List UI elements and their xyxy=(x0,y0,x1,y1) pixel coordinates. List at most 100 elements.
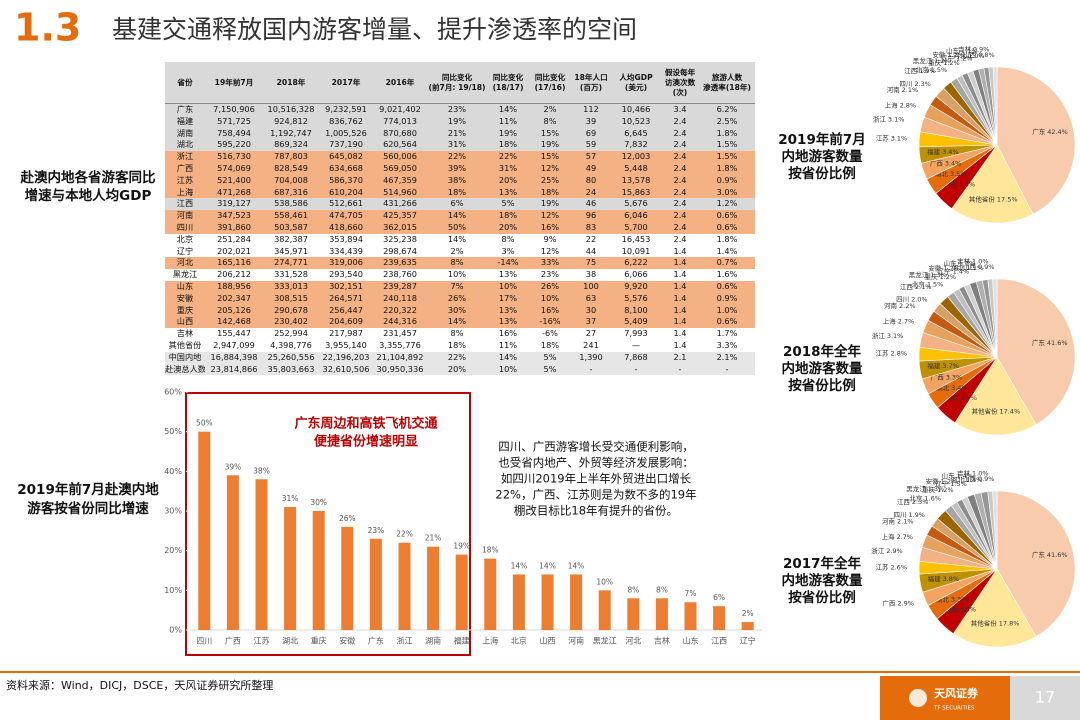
table-cell: 69 xyxy=(571,127,611,140)
slice-label: 江苏 2.8% xyxy=(876,349,908,358)
slice-category: 四川 xyxy=(899,80,912,88)
table-cell: 0.6% xyxy=(699,316,755,329)
bar xyxy=(398,542,411,630)
slice-value: 3.3% xyxy=(951,595,968,603)
table-row: 黑龙江 206,212 331,528 293,540 238,760 10% 13% 23%… xyxy=(165,269,755,281)
slice-label: 河南 2.2% xyxy=(884,301,916,310)
slice-label: 浙江 3.1% xyxy=(873,115,905,124)
table-cell: 12% xyxy=(529,210,571,222)
table-cell: 2.5% xyxy=(699,115,755,128)
bar xyxy=(512,574,525,630)
x-tick-label: 江西 xyxy=(711,637,727,646)
table-cell: 2.4 xyxy=(661,221,699,234)
bar xyxy=(427,546,440,630)
slice-category: 湖南 xyxy=(944,180,958,189)
chart-title: 2017年全年 xyxy=(783,555,862,572)
table-cell: 30% xyxy=(427,304,487,317)
y-tick-label: 30% xyxy=(164,507,182,516)
table-cell: 7,993 xyxy=(624,328,648,339)
table-row: 辽宁 202,021 345,971 334,439 298,674 2% 3% 12% 44 1… xyxy=(165,246,755,258)
slice-value: 1.5% xyxy=(927,281,944,289)
slice-value: 0.9% xyxy=(978,263,995,271)
table-cell: 2% xyxy=(529,103,571,116)
table-cell: 2.1 xyxy=(661,351,699,364)
table-cell: 8% xyxy=(427,257,487,270)
table-cell: 10,523 xyxy=(611,115,661,128)
slice-label: 上海 2.7% xyxy=(883,317,915,326)
header-cell: 2018年 xyxy=(263,62,319,104)
slice-category: 广东 xyxy=(1032,338,1046,347)
table-cell: 4,398,776 xyxy=(270,339,312,350)
table-cell: 1.8% xyxy=(699,127,755,140)
header-text: (17/16) xyxy=(534,82,566,92)
slice-label: 吉林 1.0% xyxy=(957,256,989,265)
header-text: (18/17) xyxy=(492,82,524,92)
slice-value: 1.6% xyxy=(924,495,941,503)
slice-category: 福建 xyxy=(928,574,942,583)
pie-slice xyxy=(992,66,998,146)
slice-category: 江苏 xyxy=(876,133,890,142)
value-label: 39% xyxy=(225,462,242,471)
slice-category: 河南 xyxy=(887,85,901,94)
table-row: 河北 165,116 274,771 319,006 239,635 8% -14% 33% 7… xyxy=(165,257,755,270)
header-text: 2017年 xyxy=(331,77,361,87)
table-cell: 2.1% xyxy=(699,351,755,364)
table-cell: 704,008 xyxy=(263,174,319,187)
header-text: 人均GDP xyxy=(619,72,653,82)
table-cell: 828,549 xyxy=(263,162,319,175)
table-cell: 21% xyxy=(427,127,487,140)
x-tick-label: 河北 xyxy=(625,636,641,646)
table-cell: 244,316 xyxy=(373,316,427,329)
slice-category: 浙江 xyxy=(872,331,886,340)
slice-value: 2.0% xyxy=(911,296,928,304)
table-cell: 吉林 xyxy=(176,328,194,339)
slice-label: 山东 1.3% xyxy=(944,259,976,268)
slice-category: 山东 xyxy=(942,471,956,480)
table-cell: 870,680 xyxy=(373,127,427,140)
slice-label: 安徽 1.2% xyxy=(928,263,960,272)
slice-category: 湖北 xyxy=(936,383,950,392)
logo-icon xyxy=(909,689,927,707)
slice-value: 1.2% xyxy=(947,51,964,59)
table-cell: 6% xyxy=(427,198,487,211)
table-cell: 8,100 xyxy=(611,304,661,317)
slice-category: 辽宁 xyxy=(935,479,949,488)
slice-label: 河南 2.1% xyxy=(887,85,919,94)
bar xyxy=(484,558,497,630)
slice-label: 安徽 1.2% xyxy=(932,50,964,59)
table-cell: 山东 xyxy=(165,280,205,293)
table-row: 山西 142,468 230,402 204,609 244,316 14% 13% -16%… xyxy=(165,316,755,329)
slice-label: 吉林 0.9% xyxy=(958,44,990,53)
table-cell: -16% xyxy=(529,316,571,329)
table-cell: 202,347 xyxy=(205,292,263,305)
table-cell: 59 xyxy=(571,139,611,152)
table-cell: - xyxy=(661,363,699,376)
value-label: 6% xyxy=(713,593,725,602)
table-cell: 44 xyxy=(585,245,597,256)
chart-title: 按省份比例 xyxy=(788,165,856,182)
chart-title: 按省份比例 xyxy=(788,589,856,606)
table-cell: 1.4 xyxy=(661,316,699,329)
table-cell: 18% xyxy=(487,210,529,222)
table-cell: 12,003 xyxy=(611,151,661,163)
slice-category: 四川 xyxy=(893,511,906,519)
slice-category: 广西 xyxy=(931,373,945,382)
x-tick-label: 湖南 xyxy=(425,636,441,646)
slice-category: 重庆 xyxy=(922,485,936,494)
slice-label: 重庆 1.2% xyxy=(928,58,960,67)
side-label: 增速与本地人均GDP xyxy=(25,187,152,204)
page-number: 17 xyxy=(1035,688,1055,707)
table-cell: 14% xyxy=(487,351,529,364)
value-label: 18% xyxy=(482,546,499,555)
bar xyxy=(570,574,583,630)
table-row: 上海 471,268 687,316 610,204 514,960 18% 13% 18% 2… xyxy=(165,186,755,199)
table-cell: 11% xyxy=(498,339,518,350)
slice-value: 3.4% xyxy=(942,148,959,156)
bar xyxy=(369,538,382,630)
slice-label: 山西 0.9% xyxy=(963,262,995,271)
slice-value: 4.5% xyxy=(959,181,976,189)
table-cell: 2.4 xyxy=(661,186,699,199)
table-cell: 558,461 xyxy=(263,210,319,222)
section-number: 1.3 xyxy=(14,6,81,50)
table-cell: 319,127 xyxy=(205,198,263,211)
